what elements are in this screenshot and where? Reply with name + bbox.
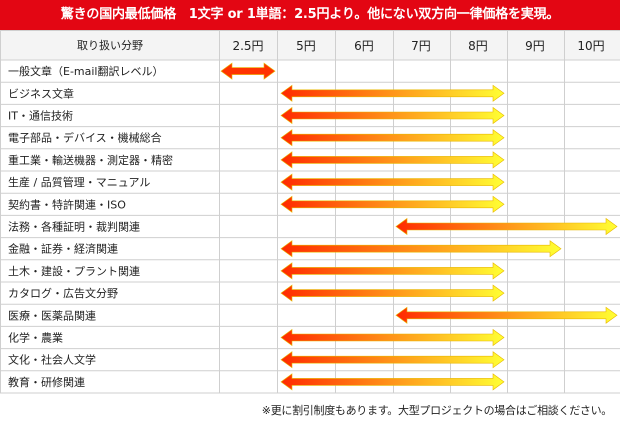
category-label: 医療・医薬品関連 [8,308,96,322]
category-label: 一般文章（E-mail翻訳レベル） [8,64,164,78]
x-tick-label: 9円 [525,39,545,53]
x-tick-label: 2.5円 [232,39,263,53]
price-range-arrow [280,351,505,369]
chart-title: 驚きの国内最低価格 1文字 or 1単語：2.5円より。他にない双方向一律価格を… [0,0,620,30]
category-label: 教育・研修関連 [8,375,85,389]
category-label: 生産 / 品質管理・マニュアル [8,175,150,189]
price-range-arrow [280,373,505,391]
price-range-arrow [395,306,618,324]
price-range-arrow [280,173,505,191]
x-tick-label: 8円 [468,39,488,53]
category-label: 文化・社会人文学 [8,353,96,367]
category-label: 契約書・特許関連・ISO [8,197,126,211]
row-background [0,215,620,238]
price-range-arrow [280,195,505,213]
category-label: 重工業・輸送機器・測定器・精密 [8,153,173,167]
price-range-arrow [280,262,505,280]
category-label: カタログ・広告文分野 [8,286,118,300]
price-range-arrow [220,62,276,80]
price-range-arrow [280,106,505,125]
price-range-arrow [280,84,505,102]
x-tick-label: 7円 [411,39,431,53]
header-background [0,30,620,60]
category-label: 土木・建設・プラント関連 [8,264,140,278]
category-label: 電子部品・デバイス・機械総合 [8,131,162,145]
category-label: 法務・各種証明・裁判関連 [8,220,140,234]
category-label: ビジネス文章 [8,86,74,100]
price-range-arrow [280,151,505,169]
x-tick-label: 6円 [354,39,374,53]
category-label: 金融・証券・経済関連 [8,242,118,256]
x-tick-label: 10円 [577,39,604,53]
price-range-arrow [280,328,505,347]
price-range-arrow [280,129,505,147]
price-range-arrow [280,284,505,302]
range-bar-chart: 取り扱い分野 2.5円 5円 6円 7円 8円 9円 10円一般文章（E-mail翻訳レベル）… [0,30,620,394]
x-tick-label: 5円 [296,39,316,53]
category-label: IT・通信技術 [8,110,73,123]
row-background [0,60,620,83]
price-range-arrow [395,217,618,236]
category-label: 化学・農業 [8,331,63,345]
price-range-arrow [280,240,562,258]
category-column-header: 取り扱い分野 [77,38,143,52]
row-background [0,304,620,327]
discount-footnote: ※更に割引制度もあります。大型プロジェクトの場合はご相談ください。 [261,404,613,417]
